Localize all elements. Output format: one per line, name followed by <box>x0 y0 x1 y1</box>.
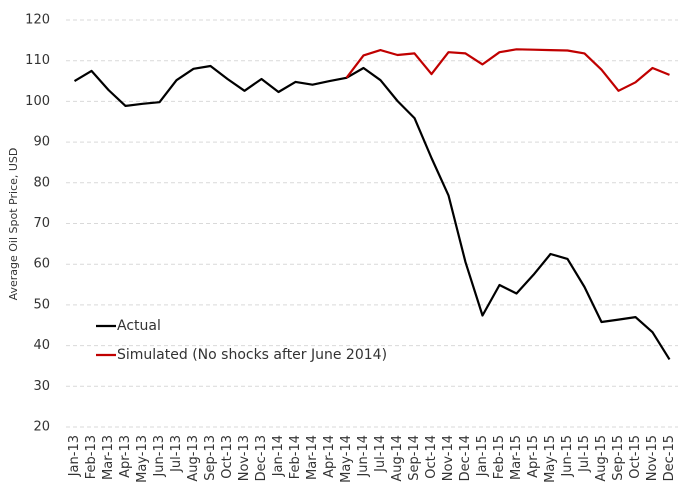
series-line <box>345 48 670 92</box>
x-tick-label: Jun-14 <box>356 435 371 478</box>
y-tick-label: 20 <box>33 420 50 435</box>
y-axis-label: Average Oil Spot Price, USD <box>7 148 20 301</box>
x-tick-label: Sep-14 <box>407 435 422 481</box>
y-tick-label: 110 <box>25 53 50 68</box>
x-tick-label: Feb-13 <box>84 435 99 479</box>
legend-label: Simulated (No shocks after June 2014) <box>117 347 387 363</box>
x-tick-label: Jun-15 <box>560 435 575 478</box>
x-tick-label: Sep-13 <box>203 435 218 481</box>
x-tick-label: May-14 <box>339 435 354 483</box>
x-tick-label: Sep-15 <box>611 435 626 481</box>
x-tick-label: Apr-14 <box>322 435 337 478</box>
x-tick-label: Jan-15 <box>475 435 490 477</box>
y-tick-label: 40 <box>33 338 50 353</box>
x-tick-label: May-13 <box>135 435 150 483</box>
x-tick-label: Jan-13 <box>67 435 82 477</box>
y-tick-label: 30 <box>33 379 50 394</box>
x-tick-label: Nov-14 <box>441 435 456 481</box>
y-tick-label: 100 <box>25 94 50 109</box>
x-tick-label: Nov-15 <box>645 435 660 481</box>
y-tick-label: 120 <box>25 13 50 28</box>
x-tick-label: Dec-15 <box>662 435 677 481</box>
y-tick-label: 50 <box>33 297 50 312</box>
y-tick-label: 90 <box>33 135 50 150</box>
x-tick-label: Oct-14 <box>424 435 439 479</box>
x-tick-label: Aug-14 <box>390 435 405 482</box>
y-tick-label: 60 <box>33 257 50 272</box>
x-tick-label: Jul-14 <box>373 435 388 473</box>
x-tick-label: Dec-14 <box>458 435 473 481</box>
x-tick-label: Apr-15 <box>526 435 541 478</box>
x-tick-label: Aug-15 <box>594 435 609 482</box>
x-tick-label: Nov-13 <box>237 435 252 481</box>
x-tick-label: Oct-15 <box>628 435 643 479</box>
x-tick-label: Mar-15 <box>509 435 524 480</box>
x-tick-label: Jun-13 <box>152 435 167 478</box>
series-line <box>73 64 671 360</box>
x-tick-label: Feb-15 <box>492 435 507 479</box>
x-tick-label: Jul-13 <box>169 435 184 473</box>
x-tick-label: Oct-13 <box>220 435 235 479</box>
x-tick-label: Dec-13 <box>254 435 269 481</box>
x-tick-label: Aug-13 <box>186 435 201 482</box>
y-tick-label: 70 <box>33 216 50 231</box>
x-tick-label: Feb-14 <box>288 435 303 479</box>
x-tick-label: May-15 <box>543 435 558 483</box>
x-tick-label: Mar-14 <box>305 435 320 480</box>
x-tick-label: Jul-15 <box>577 435 592 473</box>
x-tick-label: Jan-14 <box>271 435 286 477</box>
x-tick-label: Mar-13 <box>101 435 116 480</box>
x-tick-label: Apr-13 <box>118 435 133 478</box>
y-tick-label: 80 <box>33 175 50 190</box>
legend-label: Actual <box>117 318 161 334</box>
